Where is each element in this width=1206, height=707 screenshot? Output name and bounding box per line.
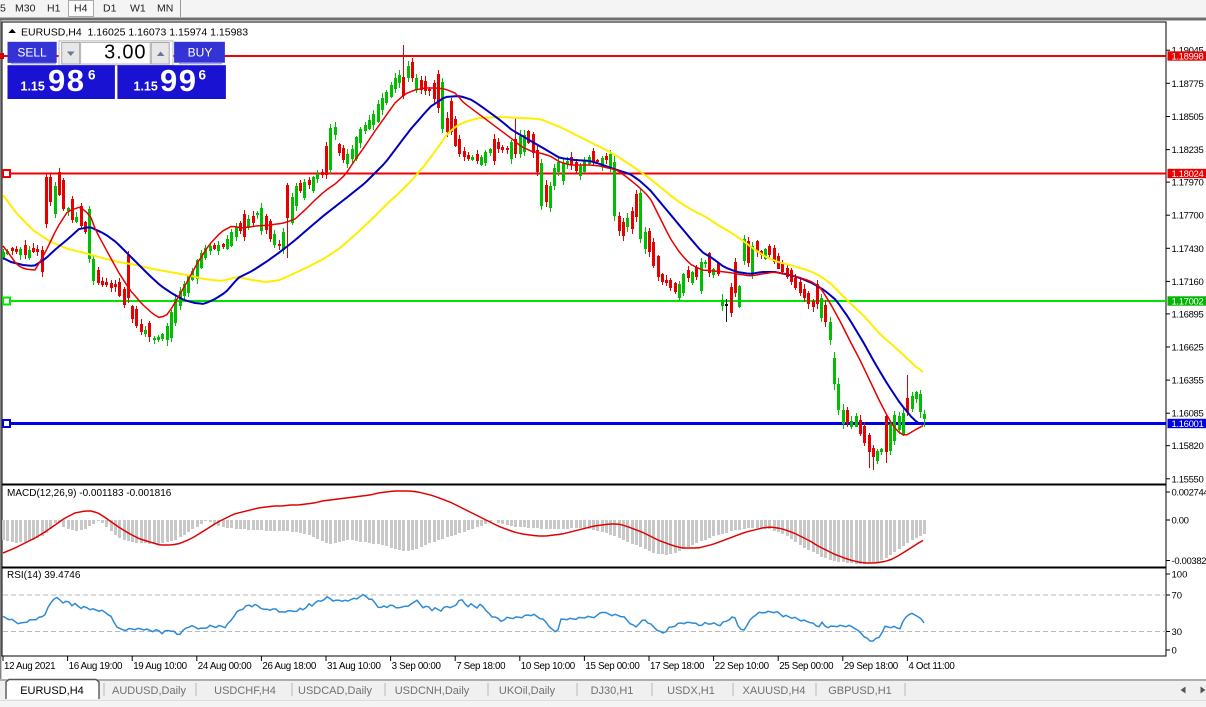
svg-text:1.15: 1.15 bbox=[21, 80, 45, 94]
svg-text:30: 30 bbox=[1172, 627, 1183, 638]
svg-text:22 Sep 10:00: 22 Sep 10:00 bbox=[715, 661, 770, 672]
svg-text:19 Aug 10:00: 19 Aug 10:00 bbox=[133, 661, 187, 672]
svg-text:1.18024: 1.18024 bbox=[1172, 169, 1204, 180]
svg-text:1.18775: 1.18775 bbox=[1172, 79, 1204, 90]
svg-text:15 Sep 00:00: 15 Sep 00:00 bbox=[585, 661, 640, 672]
svg-text:1.18505: 1.18505 bbox=[1172, 112, 1204, 123]
svg-text:USDCHF,H4: USDCHF,H4 bbox=[214, 685, 276, 697]
svg-text:AUDUSD,Daily: AUDUSD,Daily bbox=[112, 685, 186, 697]
svg-text:0: 0 bbox=[1172, 646, 1177, 657]
svg-text:31 Aug 10:00: 31 Aug 10:00 bbox=[327, 661, 381, 672]
svg-text:-0.00382: -0.00382 bbox=[1172, 556, 1206, 567]
svg-text:1.16001: 1.16001 bbox=[1172, 419, 1204, 430]
svg-text:SELL: SELL bbox=[17, 46, 47, 60]
svg-text:0.00: 0.00 bbox=[1172, 516, 1189, 527]
svg-text:1.16625: 1.16625 bbox=[1172, 343, 1204, 354]
svg-text:EURUSD,H4 1.16025 1.16073 1.1: EURUSD,H4 1.16025 1.16073 1.15974 1.1598… bbox=[21, 27, 248, 39]
svg-text:0.002744: 0.002744 bbox=[1172, 488, 1206, 499]
svg-text:XAUUSD,H4: XAUUSD,H4 bbox=[743, 685, 806, 697]
svg-text:DJ30,H1: DJ30,H1 bbox=[591, 685, 634, 697]
svg-text:USDCNH,Daily: USDCNH,Daily bbox=[395, 685, 470, 697]
svg-text:17 Sep 18:00: 17 Sep 18:00 bbox=[650, 661, 705, 672]
svg-text:29 Sep 18:00: 29 Sep 18:00 bbox=[844, 661, 899, 672]
svg-text:1.17002: 1.17002 bbox=[1172, 297, 1204, 308]
svg-text:M30: M30 bbox=[15, 3, 36, 15]
svg-text:1.16895: 1.16895 bbox=[1172, 309, 1204, 320]
svg-text:98: 98 bbox=[48, 63, 85, 98]
svg-text:10 Sep 10:00: 10 Sep 10:00 bbox=[521, 661, 576, 672]
svg-text:H1: H1 bbox=[47, 3, 61, 15]
svg-text:4 Oct 11:00: 4 Oct 11:00 bbox=[908, 661, 955, 672]
svg-text:H4: H4 bbox=[74, 3, 88, 15]
svg-text:GBPUSD,H1: GBPUSD,H1 bbox=[828, 685, 892, 697]
svg-text:26 Aug 18:00: 26 Aug 18:00 bbox=[262, 661, 316, 672]
svg-text:EURUSD,H4: EURUSD,H4 bbox=[20, 685, 84, 697]
svg-text:1.17700: 1.17700 bbox=[1172, 211, 1204, 222]
svg-text:BUY: BUY bbox=[188, 46, 213, 60]
svg-text:1.17430: 1.17430 bbox=[1172, 244, 1204, 255]
svg-text:MN: MN bbox=[157, 3, 173, 15]
svg-text:1.15820: 1.15820 bbox=[1172, 441, 1204, 452]
svg-text:70: 70 bbox=[1172, 591, 1183, 602]
svg-text:24 Aug 00:00: 24 Aug 00:00 bbox=[198, 661, 252, 672]
svg-text:1.15550: 1.15550 bbox=[1172, 474, 1204, 485]
svg-text:1.17970: 1.17970 bbox=[1172, 178, 1204, 189]
svg-text:1.18998: 1.18998 bbox=[1172, 52, 1204, 63]
svg-text:1.18235: 1.18235 bbox=[1172, 145, 1204, 156]
svg-text:MACD(12,26,9) -0.001183 -0.001: MACD(12,26,9) -0.001183 -0.001816 bbox=[7, 488, 172, 499]
svg-text:16 Aug 19:00: 16 Aug 19:00 bbox=[69, 661, 123, 672]
svg-text:1.16355: 1.16355 bbox=[1172, 376, 1204, 387]
svg-text:6: 6 bbox=[88, 68, 96, 83]
svg-text:RSI(14) 39.4746: RSI(14) 39.4746 bbox=[7, 570, 81, 581]
svg-text:6: 6 bbox=[199, 68, 207, 83]
svg-text:1.17160: 1.17160 bbox=[1172, 277, 1204, 288]
svg-text:USDX,H1: USDX,H1 bbox=[667, 685, 715, 697]
svg-text:USDCAD,Daily: USDCAD,Daily bbox=[298, 685, 372, 697]
svg-text:1.16085: 1.16085 bbox=[1172, 409, 1204, 420]
svg-text:1.15: 1.15 bbox=[134, 80, 158, 94]
svg-text:UKOil,Daily: UKOil,Daily bbox=[499, 685, 556, 697]
svg-text:7 Sep 18:00: 7 Sep 18:00 bbox=[456, 661, 506, 672]
svg-text:5: 5 bbox=[0, 3, 6, 15]
svg-text:3 Sep 00:00: 3 Sep 00:00 bbox=[392, 661, 442, 672]
svg-text:3.00: 3.00 bbox=[104, 42, 146, 64]
svg-text:1.19045: 1.19045 bbox=[1172, 46, 1204, 57]
svg-text:100: 100 bbox=[1172, 570, 1188, 581]
svg-text:D1: D1 bbox=[103, 3, 117, 15]
svg-text:W1: W1 bbox=[130, 3, 146, 15]
svg-text:99: 99 bbox=[160, 63, 197, 98]
svg-text:12 Aug 2021: 12 Aug 2021 bbox=[4, 661, 55, 672]
svg-text:25 Sep 00:00: 25 Sep 00:00 bbox=[779, 661, 834, 672]
